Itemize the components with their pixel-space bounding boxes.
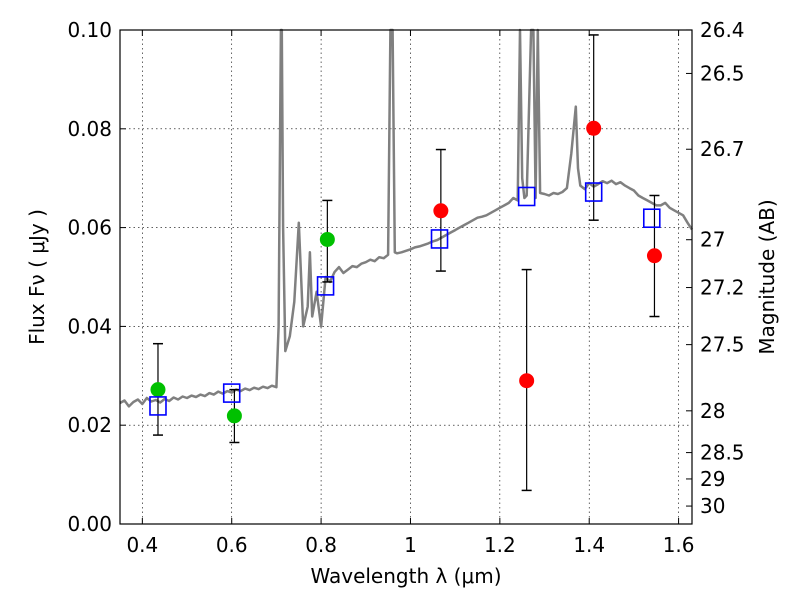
y-axis-right-label: Magnitude (AB) — [755, 199, 779, 354]
model-photometry-marker — [642, 208, 661, 229]
mag-tick-label: 30 — [700, 494, 725, 518]
marker-layer — [149, 120, 662, 424]
model-photometry-marker — [222, 383, 241, 403]
green-points-marker — [150, 382, 166, 398]
mag-tick-label: 27.5 — [700, 333, 745, 357]
mag-tick-label: 26.5 — [700, 61, 745, 85]
x-tick-label: 1.4 — [573, 533, 605, 557]
x-tick-label: 1.6 — [663, 533, 695, 557]
axis-tick-labels: 0.4 0.6 0.8 1 1.2 1.4 1.6 0.00 0.02 0.04 0.06 0.08 0… — [67, 18, 744, 557]
y-tick-label: 0.00 — [67, 512, 112, 536]
x-tick-label: 1 — [404, 533, 417, 557]
axis-ticks — [120, 29, 692, 525]
x-tick-label: 0.6 — [216, 533, 248, 557]
y-tick-label: 0.08 — [67, 117, 112, 141]
y-tick-label: 0.02 — [67, 413, 112, 437]
model-photometry-marker — [517, 186, 536, 207]
mag-tick-label: 29 — [700, 467, 725, 491]
plot-frame — [119, 29, 693, 525]
x-tick-label: 0.8 — [305, 533, 337, 557]
y-tick-label: 0.10 — [67, 18, 112, 42]
model-photometry-marker — [584, 182, 603, 202]
plot-background — [120, 30, 692, 524]
red-points-marker — [519, 373, 535, 389]
red-points-marker — [433, 203, 449, 219]
y-axis-label: Flux Fν ( μJy ) — [25, 209, 49, 345]
red-points-marker — [586, 120, 602, 136]
y-tick-label: 0.06 — [67, 216, 112, 240]
model-photometry-marker — [149, 396, 167, 416]
mag-tick-label: 28.5 — [700, 441, 745, 465]
green-points-marker — [319, 231, 335, 247]
green-points-marker — [226, 408, 242, 424]
errorbar-layer — [152, 34, 660, 492]
x-axis-label: Wavelength λ (μm) — [310, 564, 501, 588]
model-photometry-marker — [430, 229, 449, 249]
red-points-marker — [646, 248, 662, 264]
y-tick-label: 0.04 — [67, 314, 112, 338]
mag-tick-label: 26.7 — [700, 137, 745, 161]
mag-tick-label: 27 — [700, 228, 725, 252]
mag-tick-label: 27.2 — [700, 276, 745, 300]
model-photometry-marker — [316, 276, 335, 296]
mag-tick-label: 28 — [700, 399, 725, 423]
x-tick-label: 0.4 — [126, 533, 158, 557]
x-tick-label: 1.2 — [484, 533, 516, 557]
mag-tick-label: 26.4 — [700, 18, 745, 42]
